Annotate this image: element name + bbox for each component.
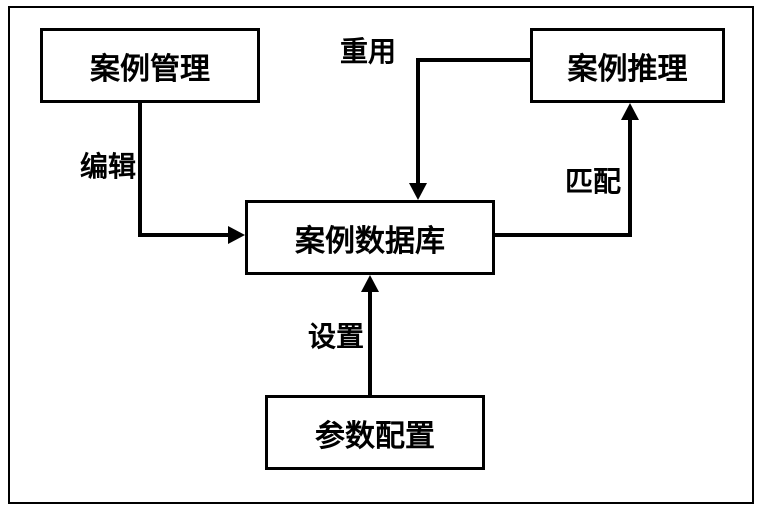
node-param-config: 参数配置 (265, 395, 485, 470)
edge-label-set: 设置 (308, 315, 364, 355)
node-label: 案例数据库 (295, 216, 445, 260)
edge-label-match: 匹配 (565, 160, 621, 200)
node-case-database: 案例数据库 (245, 200, 495, 275)
flowchart-diagram: 案例管理 案例推理 案例数据库 参数配置 编辑 重用 匹配 设置 (0, 0, 762, 511)
node-label: 案例推理 (568, 44, 688, 88)
edge-label-edit: 编辑 (80, 145, 136, 185)
edge-label-reuse: 重用 (340, 30, 396, 70)
node-case-inference: 案例推理 (530, 28, 725, 103)
node-label: 案例管理 (90, 44, 210, 88)
node-case-management: 案例管理 (40, 28, 260, 103)
node-label: 参数配置 (315, 411, 435, 455)
